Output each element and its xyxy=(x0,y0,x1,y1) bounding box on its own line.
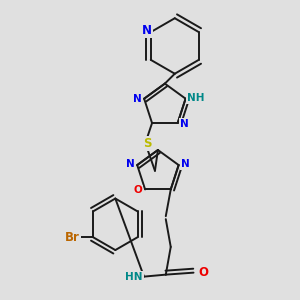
Text: N: N xyxy=(142,24,152,37)
Text: O: O xyxy=(198,266,208,279)
Text: N: N xyxy=(181,159,190,169)
Text: N: N xyxy=(133,94,142,104)
Text: N: N xyxy=(180,119,189,129)
Text: S: S xyxy=(143,136,151,150)
Text: O: O xyxy=(134,185,142,195)
Text: NH: NH xyxy=(187,93,204,103)
Text: HN: HN xyxy=(125,272,143,282)
Text: N: N xyxy=(126,159,135,169)
Text: Br: Br xyxy=(65,231,80,244)
